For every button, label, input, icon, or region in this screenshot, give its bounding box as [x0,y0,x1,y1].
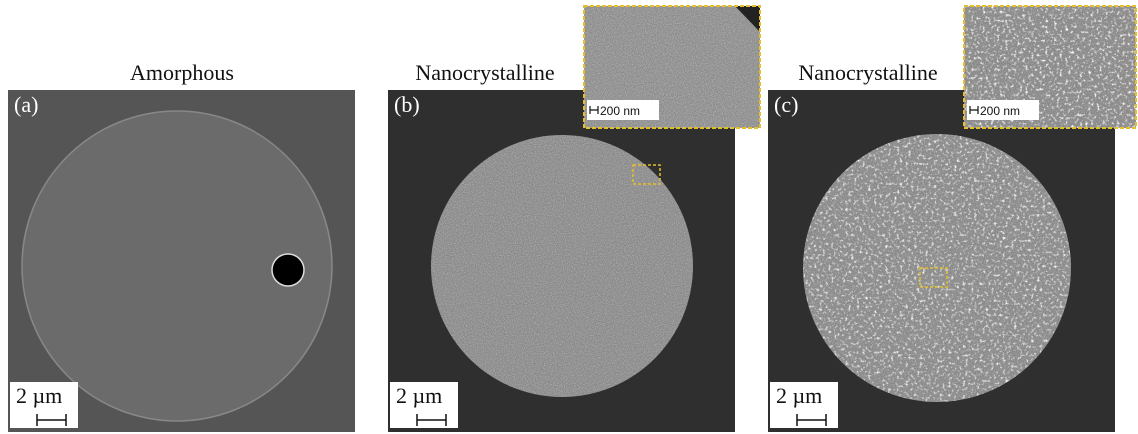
inset-scale-label: 200 nm [600,104,640,118]
panel-label: (b) [394,92,420,117]
panel-title: Amorphous [130,60,234,85]
panel-label: (a) [14,92,38,117]
panel-title: Nanocrystalline [798,60,937,85]
panel-label: (c) [774,92,798,117]
scale-bar-label: 2 µm [776,383,822,408]
panel-title: Nanocrystalline [415,60,554,85]
inset: 200 nm [584,6,760,128]
scale-bar-label: 2 µm [16,383,62,408]
scale-bar-label: 2 µm [396,383,442,408]
inset-scale-label: 200 nm [980,104,1020,118]
inset: 200 nm [964,6,1136,128]
pore [272,254,304,286]
figure: Amorphous (a) 2 µm Nanocrystalline (b) 2… [0,0,1138,434]
particle-texture [431,135,693,397]
